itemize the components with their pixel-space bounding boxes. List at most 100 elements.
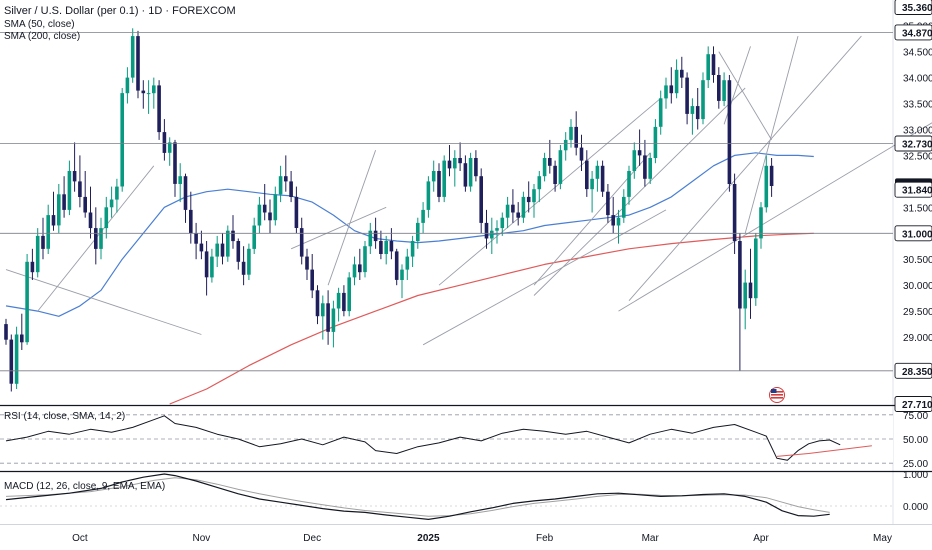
candle-body: [173, 142, 177, 184]
price-tick-label: 34.000: [903, 74, 932, 85]
candle-body: [136, 36, 140, 91]
price-badge: [894, 181, 932, 198]
candle-body: [99, 228, 103, 249]
rsi-ma-line: [776, 445, 872, 457]
price-tick-label: 29.500: [903, 307, 932, 318]
candle-body: [521, 196, 526, 218]
pane-separators: [0, 404, 932, 525]
candle-body: [680, 69, 684, 78]
candle-body: [46, 215, 50, 249]
sma200-legend: SMA (200, close): [4, 31, 80, 42]
candle-body: [78, 181, 82, 197]
candle-body: [241, 261, 246, 275]
rsi-line: [5, 415, 841, 461]
candle-body: [553, 165, 557, 184]
candle-body: [458, 158, 462, 164]
candle-body: [120, 93, 124, 187]
candle-body: [215, 243, 219, 257]
candle-body: [495, 228, 499, 231]
rsi-pane: [0, 414, 893, 464]
candle-body: [194, 233, 198, 244]
candle-body: [685, 77, 689, 114]
macd-pane: [0, 473, 893, 521]
candle-body: [57, 194, 61, 226]
sma200-layer: [169, 232, 814, 405]
candle-body: [437, 171, 441, 197]
candle-body: [152, 85, 156, 94]
candle-body: [526, 196, 531, 203]
price-axis: 29.00029.50030.00030.50031.00031.50032.0…: [894, 0, 932, 513]
candle-body: [262, 204, 267, 213]
candle-body: [421, 209, 425, 223]
candle-body: [273, 194, 278, 221]
trendline-8: [628, 35, 862, 301]
candle-body: [426, 181, 431, 210]
candle-body: [600, 165, 605, 192]
price-badge: [894, 362, 932, 379]
candle-body: [125, 77, 130, 94]
candle-body: [389, 241, 394, 252]
candle-body: [220, 243, 225, 257]
candle-body: [453, 158, 457, 169]
macd-legend: MACD (12, 26, close, 9, EMA, EMA): [4, 481, 165, 492]
candle-body: [769, 165, 774, 186]
candle-body: [368, 230, 373, 247]
candle-body: [14, 334, 19, 384]
candle-body: [315, 290, 320, 317]
candle-body: [384, 241, 388, 254]
candle-body: [416, 222, 420, 242]
candle-body: [278, 176, 283, 195]
price-badge-label: 28.350: [902, 367, 932, 378]
candle-body: [236, 241, 241, 262]
candle-body: [347, 277, 351, 312]
price-badge: [894, 135, 932, 152]
trendlines: [5, 35, 932, 346]
candle-body: [511, 204, 515, 213]
candle-body: [146, 93, 151, 95]
candle-body: [326, 303, 330, 332]
candle-body: [474, 158, 478, 177]
macd-tick-label: 1.000: [903, 470, 928, 481]
candle-body: [257, 204, 262, 226]
candle-body: [25, 261, 29, 343]
candle-body: [442, 160, 446, 197]
candle-body: [754, 238, 758, 299]
candle-body: [94, 228, 98, 249]
price-tick-label: 33.000: [903, 126, 932, 137]
candle-body: [109, 199, 114, 208]
time-tick-label: Nov: [193, 533, 211, 544]
candle-body: [479, 176, 483, 223]
trendline-4: [422, 209, 667, 346]
price-badge-label: 32.730: [902, 140, 932, 151]
candle-body: [542, 158, 547, 177]
candle-body: [289, 181, 293, 197]
candle-body: [537, 176, 542, 190]
candle-body: [695, 106, 700, 120]
candle-body: [717, 75, 721, 101]
candle-body: [305, 256, 309, 270]
candle-body: [505, 204, 510, 218]
price-tick-label: 30.500: [903, 255, 932, 266]
chart-title: Silver / U.S. Dollar (per 0.1) · 1D · FO…: [4, 5, 236, 17]
time-tick-label: Apr: [753, 533, 769, 544]
price-tick-label: 31.500: [903, 203, 932, 214]
candle-body: [558, 150, 563, 184]
candle-body: [410, 241, 415, 257]
price-badge-label: 31.000: [902, 229, 932, 240]
candle-body: [711, 54, 716, 75]
candle-body: [643, 155, 647, 179]
candle-body: [204, 251, 209, 278]
candle-body: [743, 282, 747, 309]
candle-body: [167, 142, 172, 153]
candle-body: [157, 85, 161, 133]
candle-body: [632, 150, 637, 171]
flag-icon[interactable]: [769, 387, 785, 403]
sma50-legend: SMA (50, close): [4, 19, 75, 30]
candle-body: [653, 126, 658, 158]
candle-body: [20, 334, 24, 343]
candle-body: [4, 324, 8, 340]
candle-body: [394, 251, 399, 280]
candle-body: [622, 196, 626, 218]
candle-body: [727, 80, 732, 184]
